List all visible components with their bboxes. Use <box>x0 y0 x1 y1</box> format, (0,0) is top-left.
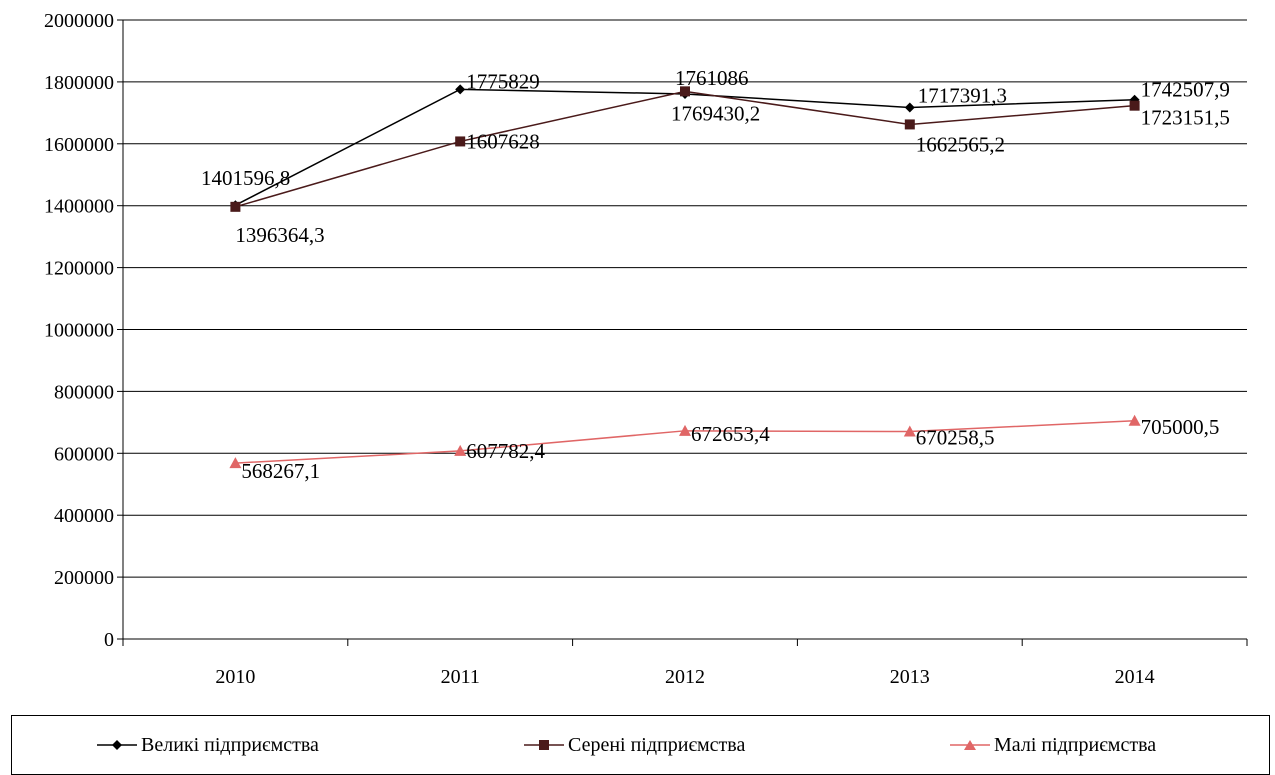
x-tick-label: 2010 <box>215 666 255 688</box>
legend-label-small: Малі підприємства <box>994 733 1157 756</box>
y-tick-label: 1400000 <box>44 196 114 218</box>
data-labels: 1401596,8 1775829 1761086 1717391,3 1742507,… <box>201 66 1230 483</box>
line-chart: 0 200000 400000 600000 800000 1000000 1200000 1… <box>44 10 1248 688</box>
data-label: 1723151,5 <box>1141 106 1230 130</box>
data-label: 607782,4 <box>466 439 545 463</box>
series-group <box>229 84 1141 469</box>
legend: Великі підприємства Серені підприємства … <box>11 715 1270 775</box>
data-label: 1769430,2 <box>671 101 760 125</box>
x-axis: 2010 2011 2012 2013 2014 <box>122 638 1248 688</box>
x-tick-label: 2013 <box>890 666 930 688</box>
data-label: 1396364,3 <box>235 223 324 247</box>
data-point-marker <box>455 136 466 147</box>
y-tick-label: 0 <box>104 629 114 651</box>
diamond-marker-icon <box>97 740 137 750</box>
square-marker-icon <box>524 740 564 750</box>
data-point-marker <box>455 84 466 95</box>
data-point-marker <box>904 102 915 113</box>
y-tick-label: 1000000 <box>44 320 114 342</box>
y-tick-label: 800000 <box>54 381 114 403</box>
legend-item-large: Великі підприємства <box>97 716 319 774</box>
data-point-marker <box>1128 414 1141 426</box>
data-label: 672653,4 <box>691 422 770 446</box>
y-tick-label: 1600000 <box>44 134 114 156</box>
y-tick-label: 600000 <box>54 443 114 465</box>
data-label: 568267,1 <box>241 459 320 483</box>
data-label: 1717391,3 <box>918 83 1007 107</box>
legend-item-medium: Серені підприємства <box>524 716 745 774</box>
data-point-marker <box>679 424 691 436</box>
data-label: 1742507,9 <box>1141 78 1230 102</box>
y-axis: 0 200000 400000 600000 800000 1000000 1200000 1… <box>44 10 124 651</box>
x-tick-label: 2012 <box>665 666 705 688</box>
data-label: 1662565,2 <box>916 132 1005 156</box>
x-tick-label: 2011 <box>441 666 480 688</box>
triangle-marker-icon <box>950 740 990 750</box>
data-label: 670258,5 <box>916 426 995 450</box>
data-point-marker <box>229 457 242 469</box>
data-label: 1761086 <box>675 66 749 90</box>
data-point-marker <box>1129 100 1140 111</box>
y-tick-label: 200000 <box>54 567 114 589</box>
grid-lines <box>123 19 1247 640</box>
y-tick-label: 400000 <box>54 505 114 527</box>
data-label: 1607628 <box>466 129 540 153</box>
data-label: 705000,5 <box>1141 415 1220 439</box>
legend-label-large: Великі підприємства <box>141 733 319 756</box>
data-label: 1775829 <box>466 69 540 93</box>
data-point-marker <box>454 444 467 456</box>
data-point-marker <box>903 425 916 437</box>
y-tick-label: 1200000 <box>44 258 114 280</box>
data-label: 1401596,8 <box>201 166 290 190</box>
legend-label-medium: Серені підприємства <box>568 733 746 756</box>
x-tick-label: 2014 <box>1115 666 1155 688</box>
data-point-marker <box>904 119 915 130</box>
y-tick-label: 2000000 <box>44 10 114 32</box>
data-point-marker <box>680 86 690 97</box>
y-tick-label: 1800000 <box>44 72 114 94</box>
data-point-marker <box>230 201 241 212</box>
legend-item-small: Малі підприємства <box>950 716 1156 774</box>
